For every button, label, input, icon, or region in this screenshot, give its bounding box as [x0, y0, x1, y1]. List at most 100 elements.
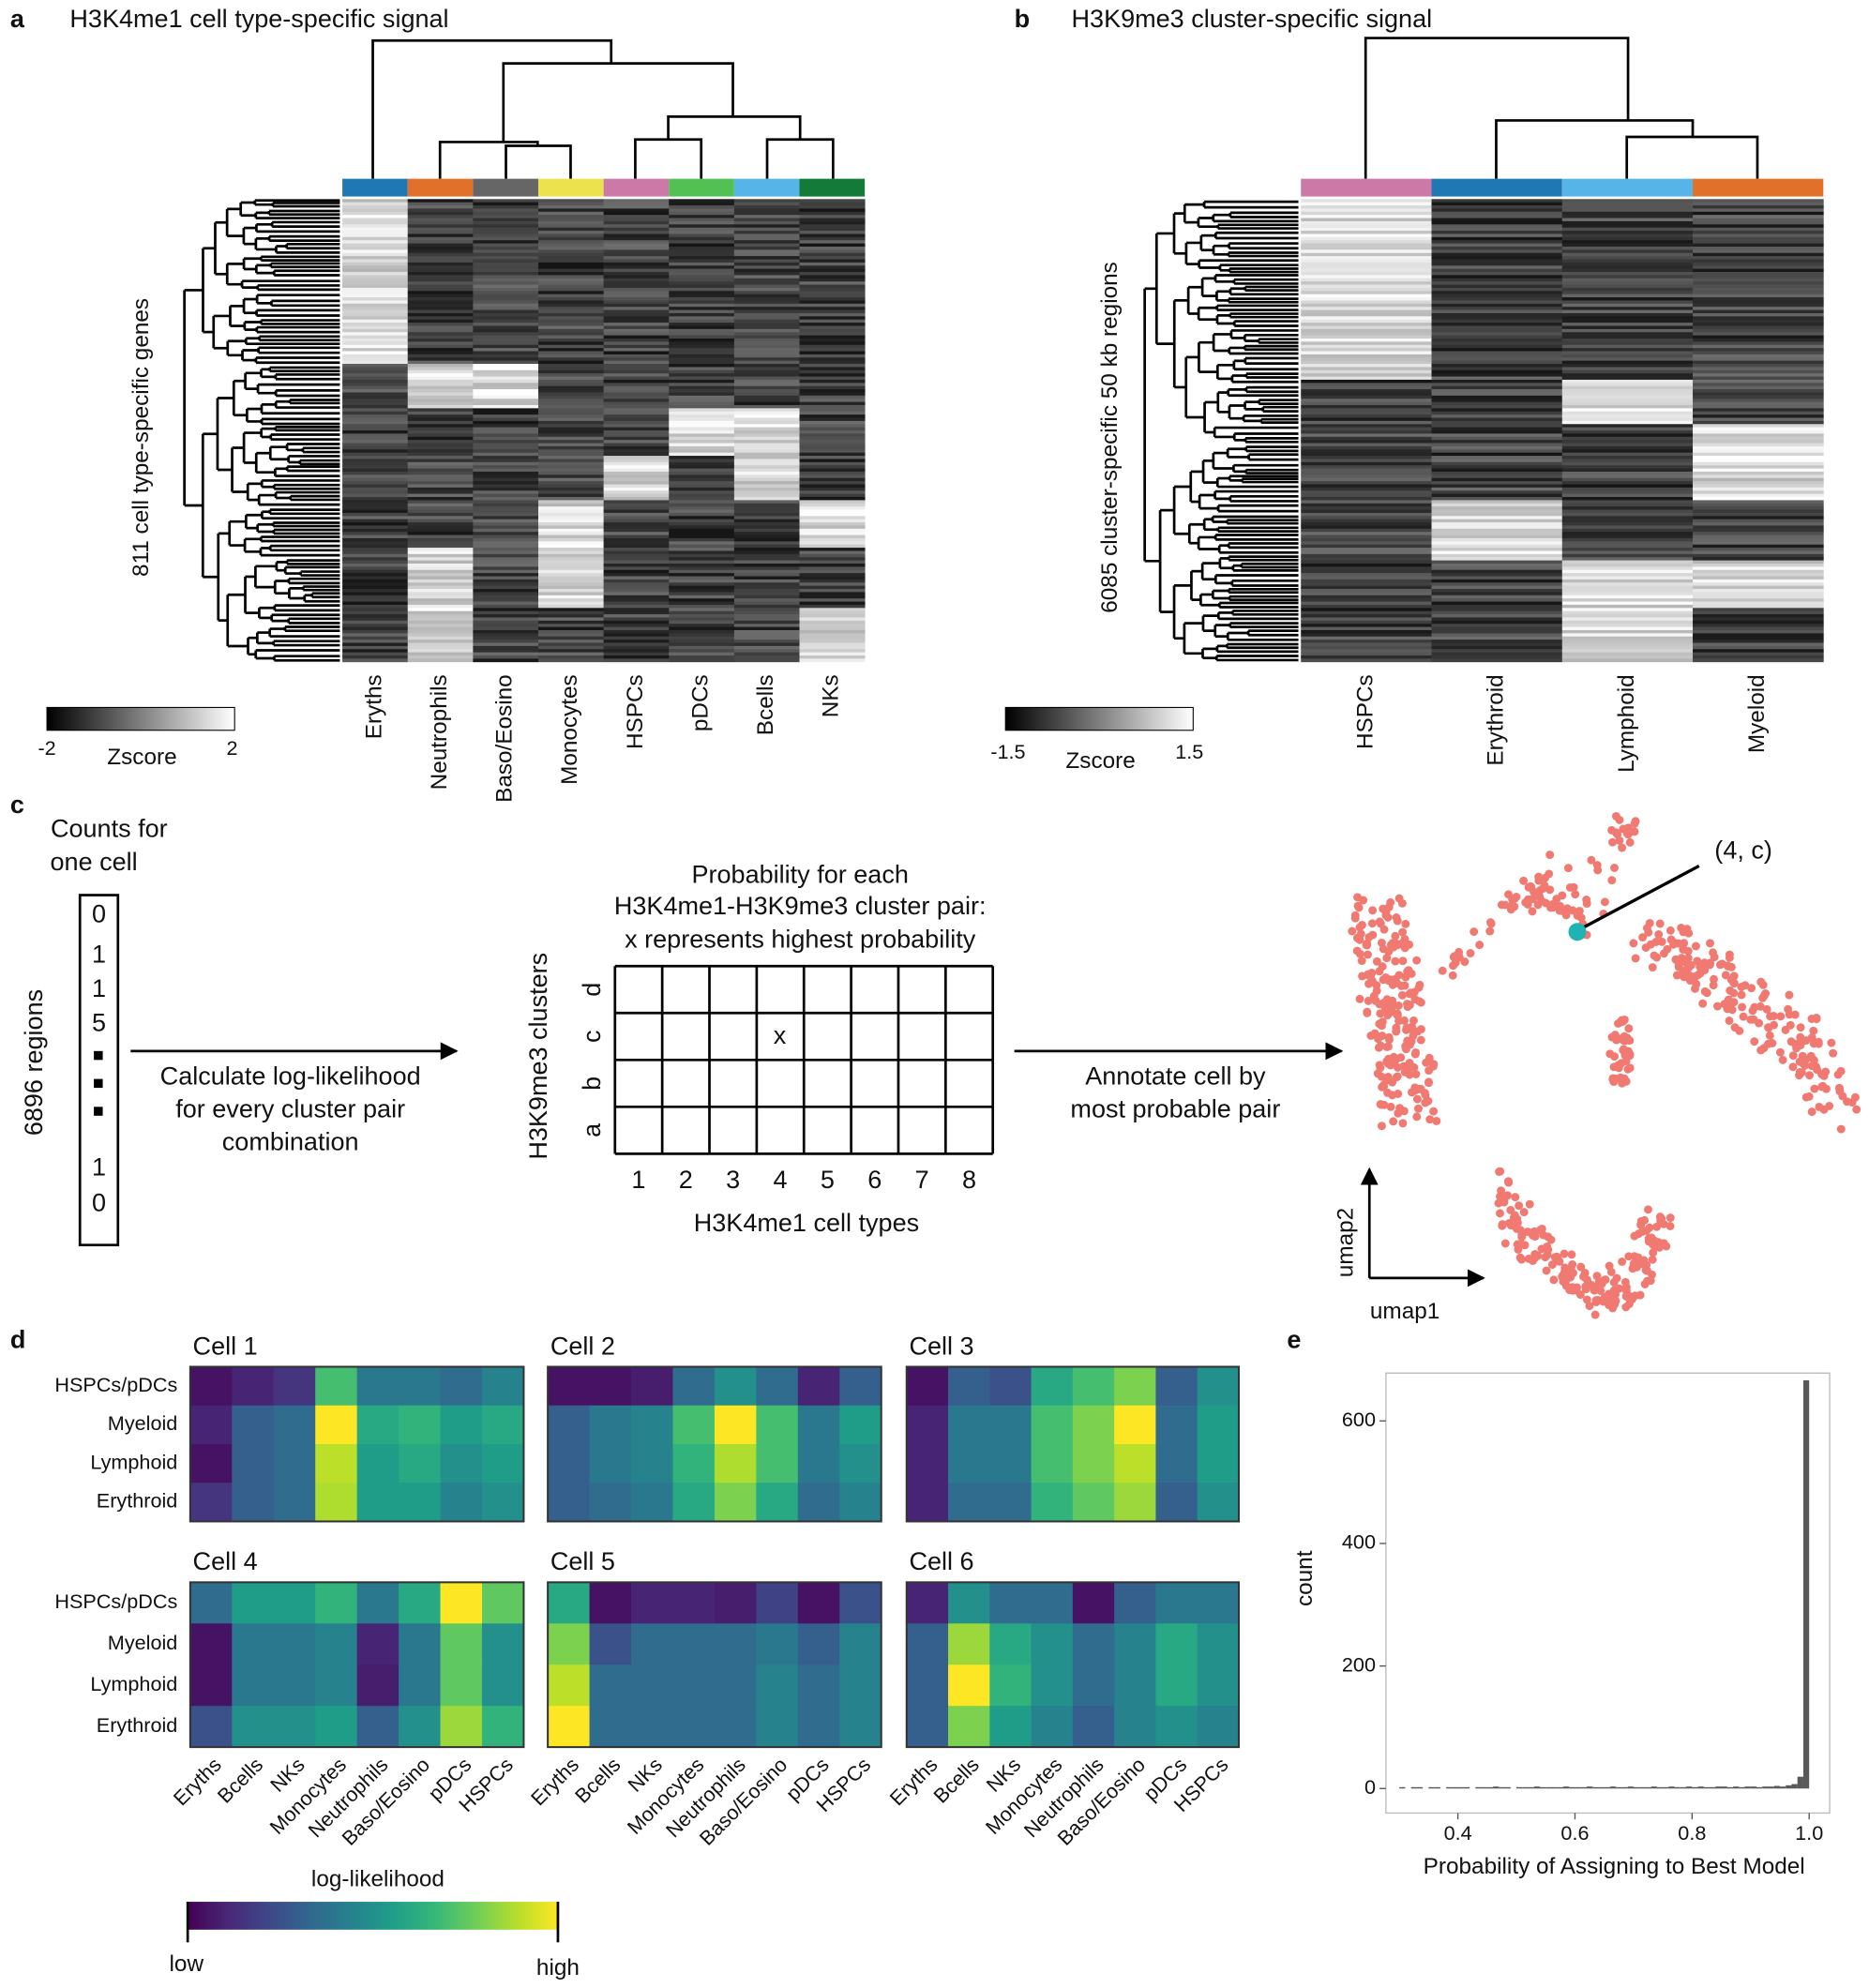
heat-cell [1561, 544, 1694, 549]
heat-cell [1301, 655, 1432, 659]
heat-cell [342, 487, 409, 491]
heat-cell [1431, 385, 1563, 390]
umap-point [1723, 961, 1732, 971]
heat-cell [799, 341, 866, 346]
heat-cell [1301, 440, 1432, 444]
heat-cell [473, 573, 539, 577]
heat-cell [603, 598, 670, 602]
umap-point [1396, 1053, 1406, 1062]
heat-cell [407, 364, 474, 368]
heat-cell [733, 493, 800, 498]
heat-cell [1301, 316, 1432, 321]
heat-cell [733, 218, 800, 222]
heat-cell [1431, 624, 1563, 627]
heat-cell [669, 516, 735, 520]
heat-cell [537, 614, 605, 618]
umap-point [1662, 1242, 1671, 1251]
heat-cell [407, 629, 474, 634]
heat-cell [669, 608, 735, 612]
heat-cell [799, 379, 866, 384]
colorbar [46, 706, 235, 731]
heat-cell [473, 284, 539, 289]
heat-cell [1693, 215, 1824, 218]
heat-cell [603, 265, 670, 270]
umap-point [1398, 1119, 1408, 1128]
heat-cell [1693, 506, 1824, 510]
heat-cell [1301, 417, 1432, 422]
heat-cell [603, 328, 670, 333]
heat-cell [473, 208, 539, 213]
heat-cell [603, 312, 670, 317]
heat-cell [473, 325, 539, 330]
heat-cell [1431, 626, 1563, 631]
heat-cell [440, 1664, 483, 1707]
heat-cell [407, 617, 474, 622]
heat-cell [1693, 211, 1824, 216]
y-axis-label: count [1292, 1550, 1318, 1606]
heat-cell [603, 560, 670, 565]
heat-frame [905, 1581, 1241, 1749]
heat-cell [1431, 220, 1563, 225]
heat-cell [407, 307, 474, 310]
heat-cell [669, 620, 735, 625]
heat-cell [799, 585, 866, 590]
colorbar-title: Zscore [107, 745, 176, 770]
heat-cell [407, 218, 474, 222]
heat-cell [407, 278, 474, 282]
heat-cell [342, 640, 409, 643]
umap-point [1726, 975, 1736, 985]
heat-cell [473, 582, 539, 587]
heat-cell [407, 411, 474, 415]
heat-cell [603, 636, 670, 640]
heat-cell [342, 224, 409, 229]
heat-cell [342, 548, 409, 551]
heat-cell [342, 493, 409, 498]
heat-cell [537, 585, 605, 590]
heat-cell [407, 525, 474, 530]
umap-point [1776, 1012, 1786, 1021]
heat-cell [537, 252, 605, 257]
heat-cell [1301, 512, 1432, 517]
umap-point [1379, 1080, 1388, 1090]
highlight-cell [1568, 923, 1587, 941]
grid-title: Probability for each [691, 860, 908, 888]
heat-cell [407, 300, 474, 305]
heat-cell [1301, 506, 1432, 510]
heat-cell [669, 278, 735, 282]
heat-cell [603, 652, 670, 656]
heat-cell [839, 1443, 882, 1483]
step-text: combination [222, 1128, 359, 1156]
heat-cell [537, 474, 605, 479]
heat-cell [473, 303, 539, 308]
heat-cell [1301, 553, 1432, 558]
y-tick-label: 200 [1342, 1652, 1376, 1676]
heat-cell [473, 626, 539, 631]
heat-cell [669, 208, 735, 213]
heat-cell [473, 364, 539, 368]
heat-cell [537, 553, 605, 558]
heat-cell [537, 604, 605, 609]
heat-cell [473, 481, 539, 485]
heat-cell [1431, 389, 1563, 393]
heat-cell [1693, 459, 1824, 463]
heat-cell [714, 1366, 757, 1407]
bar [1739, 1786, 1745, 1789]
heat-cell [603, 484, 670, 489]
umap-point [1411, 1070, 1421, 1078]
heat-cell [1301, 420, 1432, 425]
heat-cell [603, 506, 670, 510]
bar [1721, 1786, 1727, 1789]
heat-cell [733, 481, 800, 485]
heat-cell [407, 354, 474, 358]
heat-cell [342, 541, 409, 546]
heat-cell [1431, 348, 1563, 352]
heat-cell [1197, 1405, 1240, 1445]
heat-cell [1301, 497, 1432, 501]
heat-cell [799, 351, 866, 355]
heat-cell [799, 655, 866, 659]
heat-cell [537, 436, 605, 441]
heat-cell [1561, 208, 1694, 213]
heat-cell [669, 351, 735, 355]
heat-cell [1301, 617, 1432, 622]
heat-cell [342, 424, 409, 429]
